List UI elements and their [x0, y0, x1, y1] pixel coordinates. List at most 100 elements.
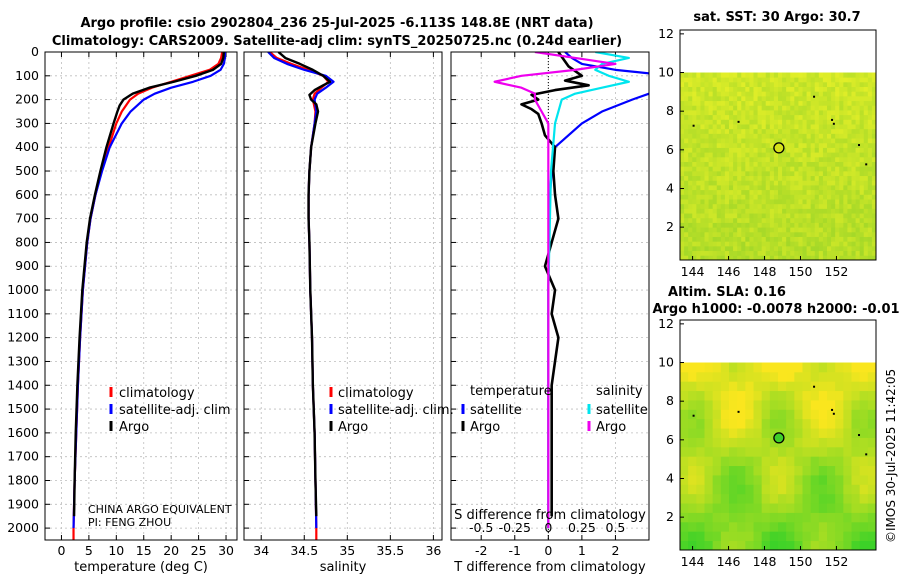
map-cell: [827, 390, 836, 401]
map-cell: [712, 170, 718, 177]
map-cell: [794, 418, 803, 429]
map-cell: [859, 124, 865, 130]
map-cell: [761, 521, 771, 532]
map-cell: [863, 156, 869, 162]
map-cell: [753, 152, 758, 158]
map-cell: [786, 119, 791, 125]
map-cell: [708, 91, 714, 97]
map-cell: [716, 236, 722, 242]
map-cell: [790, 236, 795, 242]
map-cell: [847, 222, 852, 228]
temperature-diff-argo-line: [520, 52, 590, 517]
map-cell: [778, 456, 787, 467]
map-cell: [798, 152, 803, 158]
map-cell: [688, 390, 697, 401]
map-cell: [757, 100, 763, 106]
map-cell: [745, 362, 754, 373]
map-cell: [720, 133, 726, 139]
map-cell: [851, 208, 856, 214]
map-cell: [839, 124, 844, 130]
map-cell: [716, 86, 722, 92]
map-cell: [708, 250, 714, 256]
map-cell: [720, 161, 726, 167]
map-cell: [827, 400, 836, 410]
figure-title-line2: Climatology: CARS2009. Satellite-adj cli…: [52, 34, 622, 49]
island-marker: [832, 412, 835, 415]
map-cell: [704, 409, 714, 420]
map-cell: [733, 147, 738, 153]
map-cell: [749, 110, 754, 116]
map-cell: [806, 138, 812, 144]
map-cell: [704, 161, 709, 167]
map-cell: [810, 446, 820, 457]
map-cell: [778, 241, 783, 247]
map-cell: [729, 437, 738, 448]
map-cell: [818, 203, 824, 209]
map-cell: [810, 180, 816, 186]
map-cell: [684, 77, 689, 83]
map-cell: [790, 213, 795, 219]
map-cell: [720, 484, 730, 495]
map-cell: [745, 114, 750, 120]
map-cell: [688, 231, 693, 237]
map-cell: [753, 95, 758, 102]
map-cell: [835, 484, 844, 495]
map-cell: [867, 114, 873, 120]
map-cell: [778, 208, 783, 214]
map-cell: [778, 512, 787, 523]
map-cell: [831, 110, 836, 116]
map-cell: [786, 456, 795, 467]
map-cell: [814, 189, 820, 195]
map-cell: [814, 236, 820, 242]
map-cell: [831, 245, 836, 252]
map-cell: [859, 531, 869, 542]
map-cell: [843, 236, 848, 242]
map-cell: [737, 185, 742, 191]
map-cell: [720, 189, 726, 195]
map-cell: [720, 105, 726, 111]
map-cell: [794, 512, 803, 523]
map-cell: [778, 475, 787, 485]
map-cell: [827, 208, 832, 214]
map-cell: [827, 531, 836, 542]
map-cell: [737, 91, 742, 97]
map-cell: [729, 189, 734, 195]
map-cell: [782, 245, 787, 252]
map-cell: [729, 400, 738, 410]
map-cell: [827, 222, 832, 228]
map-cell: [822, 255, 828, 261]
map-cell: [863, 170, 869, 177]
map-cell: [782, 110, 787, 116]
map-cell: [733, 128, 738, 134]
map-cell: [867, 142, 873, 148]
map-cell: [769, 381, 779, 392]
map-cell: [867, 231, 873, 237]
map-cell: [802, 170, 807, 177]
map-cell: [708, 217, 714, 223]
map-cell: [806, 217, 812, 223]
map-cell: [855, 189, 861, 195]
map-cell: [843, 110, 848, 116]
map-cell: [871, 100, 877, 106]
map-cell: [692, 156, 697, 162]
map-cell: [729, 72, 734, 78]
map-cell: [688, 77, 693, 83]
map-cell: [773, 199, 779, 205]
map-cell: [794, 409, 803, 420]
s-difference-label: S difference from climatology: [454, 508, 646, 523]
map-cell: [810, 133, 816, 139]
map-cell: [729, 161, 734, 167]
map-cell: [688, 381, 697, 392]
map-cell: [716, 119, 722, 125]
map-cell: [867, 203, 873, 209]
map-cell: [737, 166, 742, 172]
map-cell: [806, 166, 812, 172]
map-cell: [822, 217, 828, 223]
map-cell: [818, 185, 824, 191]
map-cell: [737, 170, 742, 177]
axes-frame: [44, 51, 238, 541]
map-cell: [806, 245, 812, 252]
map-cell: [704, 362, 714, 373]
map-cell: [859, 409, 869, 420]
map-cell: [839, 227, 844, 233]
